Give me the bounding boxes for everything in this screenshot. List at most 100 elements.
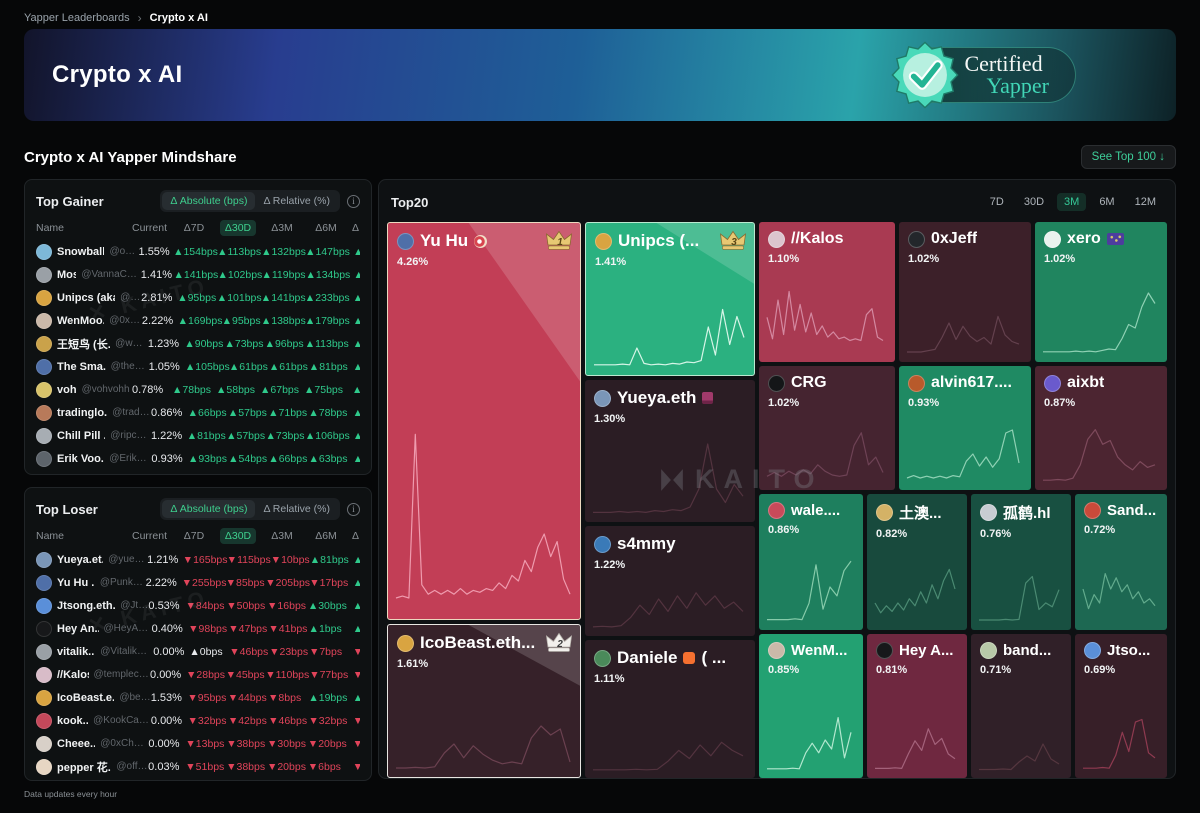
col-header-delta[interactable]: Δ7D <box>183 530 205 542</box>
delta-value-clipped: ▼ <box>349 669 360 681</box>
col-header-delta-active[interactable]: Δ30D <box>219 528 257 544</box>
treemap-tile-heya[interactable]: Hey A... 0.81% <box>867 634 967 778</box>
col-header-delta-active[interactable]: Δ30D <box>219 220 257 236</box>
table-row[interactable]: Yu Hu ... @Punk92...2.22% ▼255bps▼85bps▼20… <box>36 571 360 594</box>
yapper-name: IcoBeast.eth... <box>420 633 536 652</box>
yapper-name: Hey An... <box>57 622 99 635</box>
table-row[interactable]: voh @vohvohh 0.78% ▲78bps ▲58bps ▲67bps ▲75bps… <box>36 378 360 401</box>
col-header-delta[interactable]: Δ3M <box>271 530 293 542</box>
current-mindshare: 0.93% <box>151 452 183 465</box>
table-row[interactable]: Erik Voo...@ErikVo...0.93%▲93bps▲54bps▲6… <box>36 447 360 470</box>
treemap-tile-xero[interactable]: xero 1.02% <box>1035 222 1167 362</box>
col-header-delta[interactable]: Δ6M <box>315 222 337 234</box>
col-header-delta[interactable]: Δ30D <box>216 528 260 544</box>
table-row[interactable]: kook...@KookCapit...0.00%▼32bps▼42bps▼46… <box>36 709 360 732</box>
treemap-tile-unipcs[interactable]: 3 Unipcs (... 1.41% <box>585 222 755 376</box>
mindshare-percent: 0.71% <box>980 664 1012 676</box>
gainer-column-headers: Name Current Δ7D Δ30D Δ3M Δ6M Δ <box>36 218 360 238</box>
table-row[interactable]: vitalik.... @VitalikBut...0.00% ▲0bps ▼46bp… <box>36 640 360 663</box>
delta-value: ▼10bps <box>270 553 310 566</box>
info-icon[interactable]: i <box>347 502 360 516</box>
rank-crown-icon: 1 <box>545 230 573 257</box>
range-button-6m[interactable]: 6M <box>1099 196 1115 208</box>
table-row[interactable]: Hey An... @HeyAno...0.40% ▼98bps▼47bps▼41b… <box>36 617 360 640</box>
delta-value: ▼32bps <box>308 714 348 727</box>
yapper-name: Yu Hu ... <box>57 576 95 589</box>
table-row[interactable]: Chill Pill ... @ripchill...1.22%▲81bps▲57… <box>36 424 360 447</box>
name-emoji <box>474 234 488 248</box>
treemap-tile-guhe[interactable]: 孤鹤.hl 0.76% <box>971 494 1071 630</box>
mindshare-percent: 0.81% <box>876 664 908 676</box>
treemap-tile-yueya[interactable]: Yueya.eth 1.30% <box>585 380 755 522</box>
table-row[interactable]: WenMoo... @0xW...2.22%▲169bps▲95bps▲138bp… <box>36 309 360 332</box>
treemap-tile-s4mmy[interactable]: s4mmy 1.22% <box>585 526 755 636</box>
delta-value: ▼8bps <box>268 691 302 704</box>
table-row[interactable]: Cheee... @0xChee... 0.00% ▼13bps ▼38bps ▼30bp… <box>36 732 360 755</box>
tile-header: Hey A... <box>876 642 958 659</box>
range-button-3m[interactable]: 3M <box>1057 193 1087 211</box>
delta-value: ▼42bps <box>227 714 267 727</box>
table-row[interactable]: 王短鸟 (长...@wan...1.23%▲90bps▲73bps▲96bps▲… <box>36 332 360 355</box>
table-row[interactable]: //Kalos @templecrash0.00% ▼28bps▼45bps▼110… <box>36 663 360 686</box>
delta-value: ▼50bps <box>226 599 266 612</box>
yapper-handle: @tradin... <box>112 407 151 418</box>
breadcrumb-parent[interactable]: Yapper Leaderboards <box>24 11 130 24</box>
treemap-tile-tuao[interactable]: 土澳... 0.82% <box>867 494 967 630</box>
see-top-100-button[interactable]: See Top 100 ↓ <box>1080 145 1176 169</box>
col-header-delta[interactable]: Δ30D <box>216 220 260 236</box>
delta-value: ▲90bps <box>184 337 224 350</box>
table-row[interactable]: Snowball... @one...1.55%▲154bps▲113bps▲13… <box>36 240 360 263</box>
table-row[interactable]: The Sma...@the_s...1.05%▲105bps▲61bps▲61… <box>36 355 360 378</box>
range-button-30d[interactable]: 30D <box>1023 196 1045 208</box>
range-button-7d[interactable]: 7D <box>989 196 1004 208</box>
svg-text:2: 2 <box>556 639 563 650</box>
current-mindshare: 2.81% <box>141 291 173 304</box>
treemap-tile-aixbt[interactable]: aixbt 0.87% <box>1035 366 1167 490</box>
treemap-tile-sand[interactable]: Sand... 0.72% <box>1075 494 1167 630</box>
row-name-cell: //Kalos @templecrash <box>36 666 150 683</box>
treemap-tile-band[interactable]: band... 0.71% <box>971 634 1071 778</box>
treemap-tile-wale[interactable]: wale.... 0.86% <box>759 494 863 630</box>
delta-value: ▲132bps <box>261 245 306 258</box>
col-header-delta[interactable]: Δ6M <box>315 530 337 542</box>
toggle-absolute-bps[interactable]: Δ Absolute (bps) <box>162 192 256 210</box>
tile-header: IcoBeast.eth... <box>397 633 571 653</box>
yapper-name: CRG <box>791 374 827 391</box>
table-row[interactable]: tradinglo...@tradin...0.86%▲66bps▲57bps▲… <box>36 401 360 424</box>
toggle-relative-pct[interactable]: Δ Relative (%) <box>263 503 330 515</box>
treemap-tile-jtso[interactable]: Jtso... 0.69% <box>1075 634 1167 778</box>
delta-value: ▲0bps <box>189 645 223 658</box>
row-name-cell: The Sma... @the_s... <box>36 358 149 375</box>
yapper-name: band... <box>1003 642 1052 659</box>
treemap-tile-alvin617[interactable]: alvin617.... 0.93% <box>899 366 1031 490</box>
delta-value-clipped: ▲ <box>349 246 360 258</box>
table-row[interactable]: pepper 花... @off_... 0.03% ▼51bps ▼38bps ▼20b… <box>36 755 360 778</box>
row-name-cell: tradinglo... @tradin... <box>36 404 151 421</box>
table-row[interactable]: Jtsong.eth... @Jts...0.53% ▼84bps▼50bps▼16… <box>36 594 360 617</box>
delta-value: ▲154bps <box>173 245 218 258</box>
sparkline-chart <box>767 560 852 621</box>
yapper-handle: @0xChee... <box>100 738 149 749</box>
info-icon[interactable]: i <box>347 194 360 208</box>
delta-value: ▲105bps <box>184 360 230 373</box>
range-button-12m[interactable]: 12M <box>1134 196 1156 208</box>
toggle-absolute-bps[interactable]: Δ Absolute (bps) <box>162 500 256 518</box>
table-row[interactable]: Yueya.et... @yueya...1.21%▼165bps▼115bps▼… <box>36 548 360 571</box>
treemap-tile-crg[interactable]: CRG 1.02% <box>759 366 895 490</box>
treemap-tile-icobeast[interactable]: 2 IcoBeast.eth... 1.61% <box>387 624 581 778</box>
table-row[interactable]: IcoBeast.e... @bea...1.53% ▼95bps▼44bps▼8b… <box>36 686 360 709</box>
treemap-tile-yu-hu[interactable]: 1 Yu Hu 4.26% <box>387 222 581 620</box>
table-row[interactable]: Mosi @VannaCharmer1.41%▲141bps▲102bps▲119… <box>36 263 360 286</box>
treemap-tile-oxjeff[interactable]: 0xJeff 1.02% <box>899 222 1031 362</box>
toggle-relative-pct[interactable]: Δ Relative (%) <box>263 195 330 207</box>
treemap-tile-kalos[interactable]: //Kalos 1.10% <box>759 222 895 362</box>
table-row[interactable]: Unipcs (aka ...@th...2.81%▲95bps▲101bps▲… <box>36 286 360 309</box>
col-header-delta[interactable]: Δ7D <box>183 222 205 234</box>
sparkline-chart <box>1043 292 1156 353</box>
delta-value: ▼85bps <box>225 576 265 589</box>
treemap-tile-daniele[interactable]: Daniele ( ... 1.11% <box>585 640 755 778</box>
treemap-tile-wenm[interactable]: WenM... 0.85% <box>759 634 863 778</box>
yapper-name: wale.... <box>791 502 841 519</box>
col-header-name: Name <box>36 530 65 542</box>
col-header-delta[interactable]: Δ3M <box>271 222 293 234</box>
